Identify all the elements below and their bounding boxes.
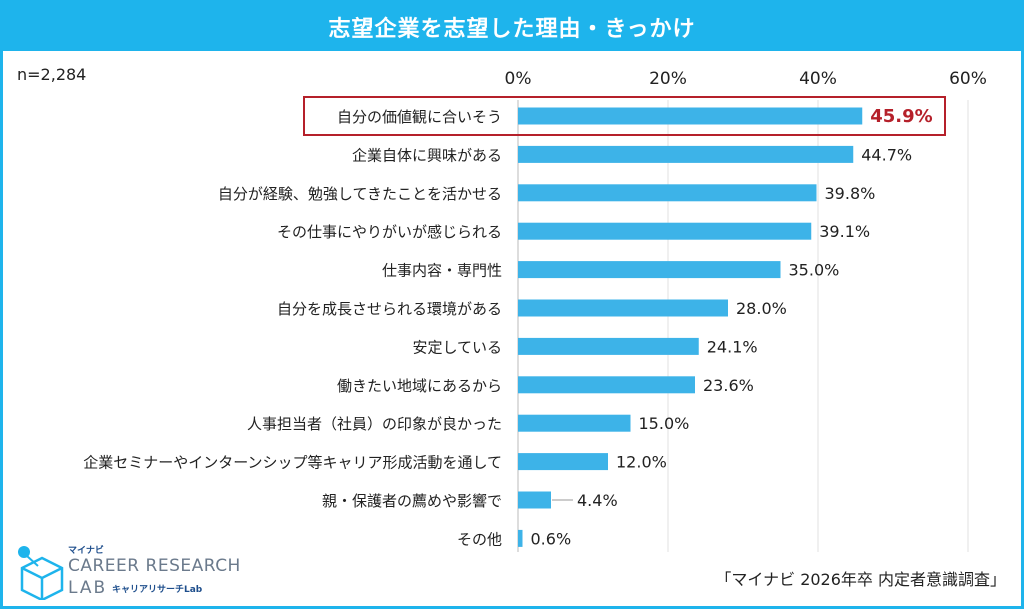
- bar: [518, 299, 728, 317]
- value-label: 24.1%: [707, 337, 758, 356]
- x-tick-label: 20%: [649, 69, 687, 89]
- category-label: 働きたい地域にあるから: [337, 377, 502, 395]
- value-label: 4.4%: [577, 491, 618, 510]
- bar: [518, 376, 695, 394]
- x-tick-label: 0%: [505, 69, 532, 89]
- category-label: その仕事にやりがいが感じられる: [277, 223, 502, 241]
- bar: [518, 337, 699, 355]
- source-note: 「マイナビ 2026年卒 内定者意識調査」: [715, 570, 1006, 589]
- bar: [518, 453, 608, 471]
- bar: [518, 414, 631, 432]
- cube-logo-icon: [18, 546, 64, 602]
- logo-career-research-text: CAREER RESEARCH: [68, 556, 241, 576]
- sample-size-label: n=2,284: [17, 65, 87, 84]
- bar: [518, 145, 854, 163]
- bar: [518, 261, 781, 279]
- category-label: 自分が経験、勉強してきたことを活かせる: [218, 185, 502, 203]
- value-label: 23.6%: [703, 376, 754, 395]
- logo-subtitle-text: キャリアリサーチLab: [112, 585, 203, 595]
- career-research-lab-logo: [14, 540, 234, 602]
- category-label: 自分を成長させられる環境がある: [277, 300, 502, 318]
- chart-title: 志望企業を志望した理由・きっかけ: [3, 3, 1021, 51]
- bar: [518, 184, 817, 202]
- value-label: 39.8%: [825, 184, 876, 203]
- x-tick-label: 40%: [799, 69, 837, 89]
- logo-mynavi-text: マイナビ: [68, 546, 104, 556]
- category-label: その他: [457, 530, 502, 548]
- category-label: 安定している: [412, 338, 502, 356]
- value-label: 35.0%: [789, 261, 840, 280]
- value-label: 12.0%: [616, 453, 667, 472]
- highlight-box: [303, 96, 946, 136]
- bar: [518, 222, 812, 240]
- category-label: 人事担当者（社員）の印象が良かった: [247, 415, 502, 433]
- category-label: 企業自体に興味がある: [352, 146, 502, 164]
- category-label: 自分の価値観に合いそう: [337, 108, 502, 126]
- value-label: 39.1%: [819, 222, 870, 241]
- value-label: 15.0%: [639, 414, 690, 433]
- logo-lab-text: LAB: [68, 578, 108, 598]
- bar: [518, 491, 551, 509]
- bar: [518, 107, 863, 125]
- category-label: 親・保護者の薦めや影響で: [322, 492, 502, 510]
- bar: [518, 529, 523, 547]
- category-label: 企業セミナーやインターンシップ等キャリア形成活動を通して: [83, 454, 502, 472]
- value-label: 45.9%: [870, 106, 932, 127]
- value-label: 44.7%: [861, 145, 912, 164]
- value-label: 28.0%: [736, 299, 787, 318]
- value-label: 0.6%: [531, 529, 572, 548]
- x-tick-label: 60%: [949, 69, 987, 89]
- category-label: 仕事内容・専門性: [382, 262, 502, 280]
